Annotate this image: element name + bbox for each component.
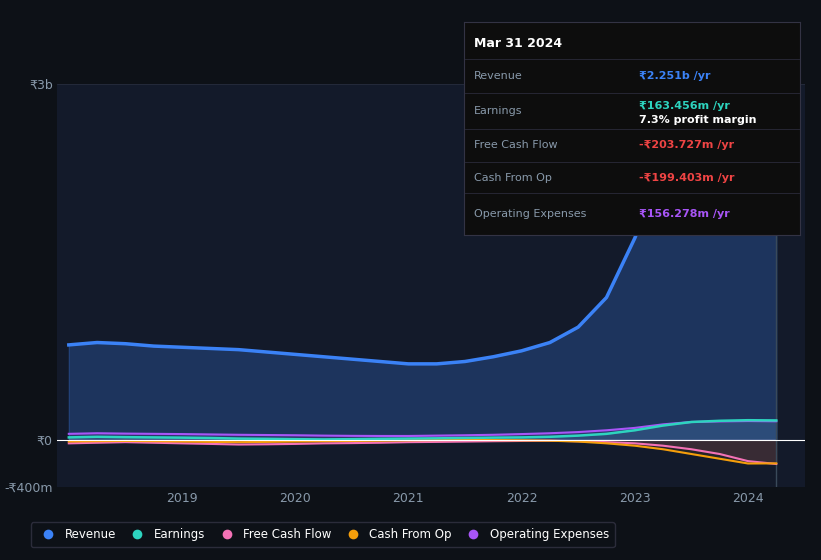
Text: Operating Expenses: Operating Expenses	[474, 209, 586, 219]
Text: Cash From Op: Cash From Op	[474, 172, 552, 183]
Text: ₹156.278m /yr: ₹156.278m /yr	[639, 209, 730, 219]
Text: Earnings: Earnings	[474, 106, 522, 116]
Text: 7.3% profit margin: 7.3% profit margin	[639, 115, 756, 125]
Text: Mar 31 2024: Mar 31 2024	[474, 38, 562, 50]
Text: -₹199.403m /yr: -₹199.403m /yr	[639, 172, 735, 183]
Text: Revenue: Revenue	[474, 71, 523, 81]
Text: ₹2.251b /yr: ₹2.251b /yr	[639, 71, 710, 81]
Legend: Revenue, Earnings, Free Cash Flow, Cash From Op, Operating Expenses: Revenue, Earnings, Free Cash Flow, Cash …	[30, 522, 615, 547]
Text: Free Cash Flow: Free Cash Flow	[474, 140, 557, 150]
Text: -₹203.727m /yr: -₹203.727m /yr	[639, 140, 734, 150]
Text: ₹163.456m /yr: ₹163.456m /yr	[639, 101, 730, 111]
